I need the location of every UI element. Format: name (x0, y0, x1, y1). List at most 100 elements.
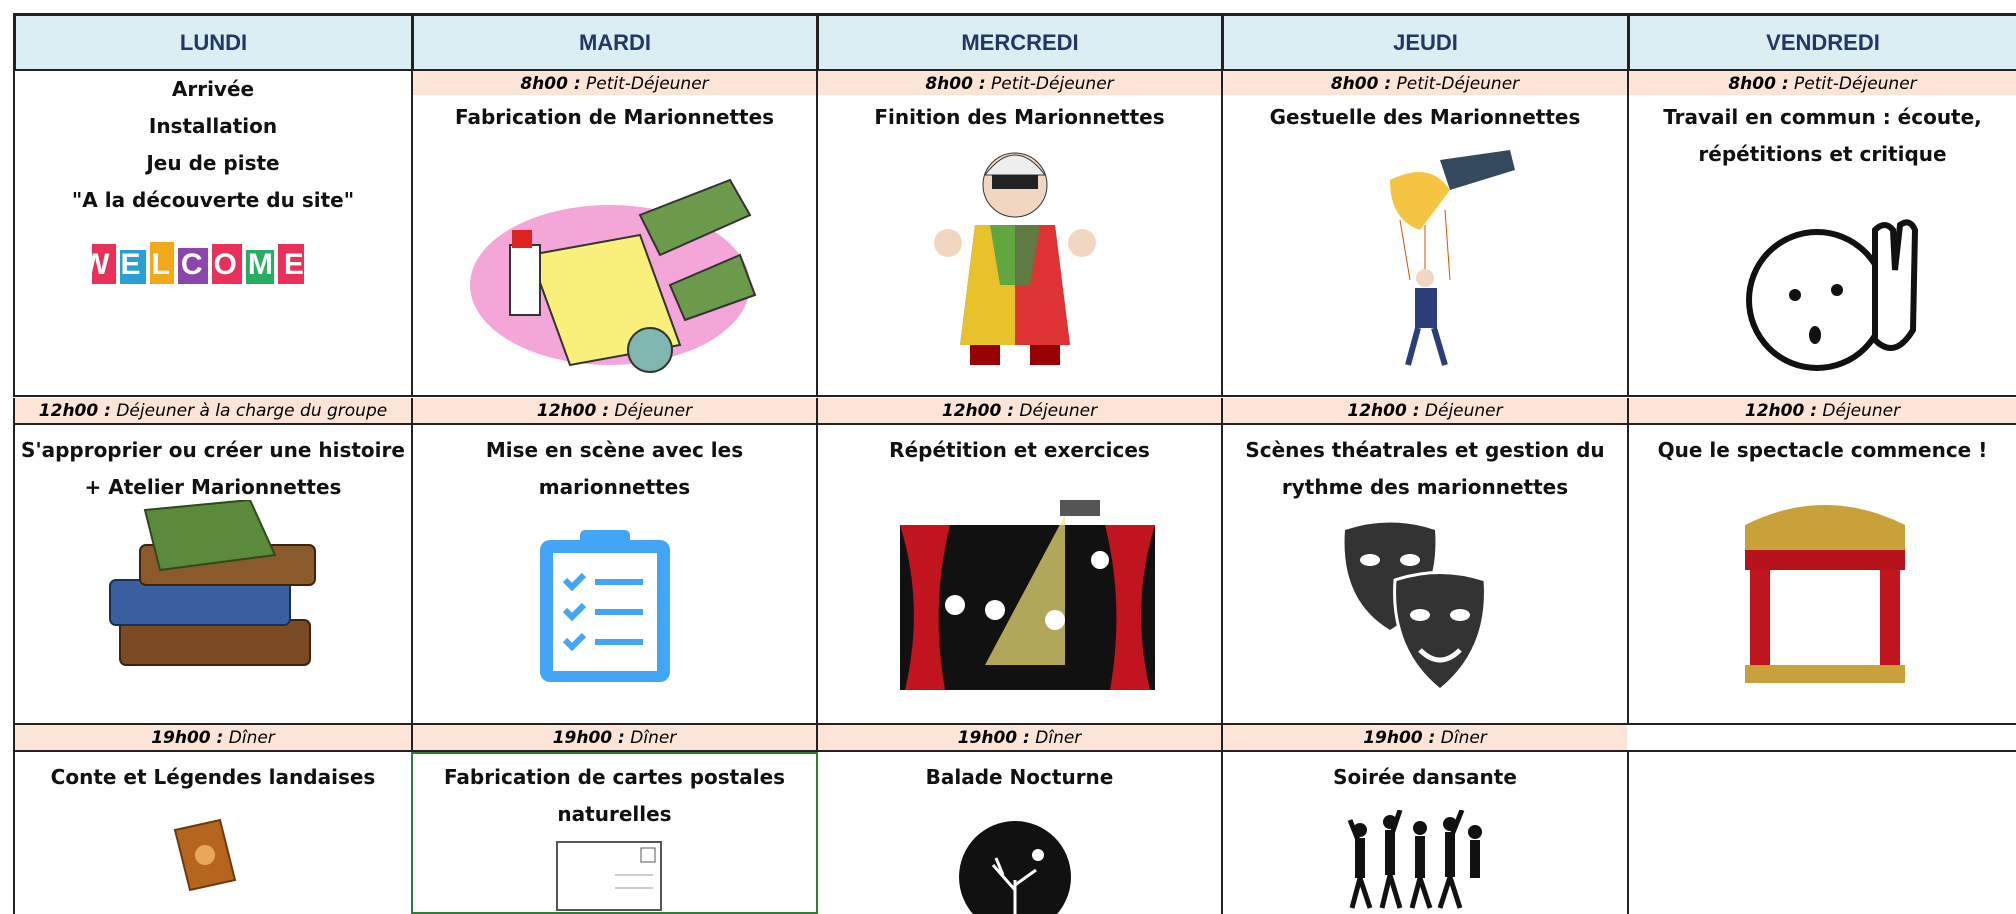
meal-time: 8h00 : (1728, 74, 1789, 94)
activity-line: S'approprier ou créer une histoire (21, 438, 405, 462)
evening-activity: Soirée dansante (1221, 751, 1627, 914)
meal-time: 8h00 : (520, 74, 581, 94)
evening-activity: Conte et Légendes landaises (13, 751, 411, 914)
activity-line: Travail en commun : écoute, (1663, 105, 1982, 129)
theater-icon (1745, 505, 1905, 683)
morning-activity: Finition des Marionnettes (816, 95, 1221, 396)
meal-time: 19h00 : (1363, 728, 1436, 748)
clipboard-icon (540, 530, 670, 682)
day-name: MARDI (578, 29, 652, 55)
activity-line: Finition des Marionnettes (874, 105, 1165, 129)
day-name: LUNDI (179, 29, 248, 55)
dinner-row: 19h00 : Dîner (816, 725, 1221, 751)
activity-line: Fabrication de cartes postales (443, 765, 786, 789)
day-header: VENDREDI (1627, 13, 2016, 71)
storybook-icon (173, 818, 237, 892)
activity-line: + Atelier Marionnettes (84, 475, 342, 499)
activity-line: marionnettes (538, 475, 691, 499)
day-header: LUNDI (13, 13, 411, 71)
meal-name: Petit-Déjeuner (586, 74, 709, 94)
dancers-icon (1347, 810, 1482, 909)
activity-line: Arrivée (171, 77, 255, 101)
meal-time: 19h00 : (552, 728, 625, 748)
puppet-icon (934, 152, 1096, 365)
lunch-row: 12h00 : Déjeuner à la charge du groupe (13, 398, 411, 424)
activity-line: Scènes théatrales et gestion du (1245, 438, 1605, 462)
breakfast-row: 8h00 : Petit-Déjeuner (816, 71, 1221, 95)
meal-time: 12h00 : (1744, 401, 1817, 421)
masks-icon (1344, 522, 1487, 692)
activity-line: Mise en scène avec les (485, 438, 744, 462)
morning-activity: Fabrication de Marionnettes (411, 95, 816, 396)
lunch-row: 12h00 : Déjeuner (816, 398, 1221, 424)
meal-name: Déjeuner à la charge du groupe (116, 401, 388, 421)
evening-activity: Fabrication de cartes postales naturelles (411, 751, 816, 914)
meal-name: Dîner (1035, 728, 1082, 748)
meal-time: 12h00 : (941, 401, 1014, 421)
crafts-icon (470, 178, 757, 373)
selected-cell[interactable] (411, 752, 818, 914)
activity-line: Installation (148, 114, 278, 138)
breakfast-row: 8h00 : Petit-Déjeuner (1221, 71, 1627, 95)
day-header: JEUDI (1221, 13, 1627, 71)
meal-name: Déjeuner (1822, 401, 1901, 421)
activity-line: naturelles (557, 802, 672, 826)
meal-name: Dîner (630, 728, 677, 748)
morning-activity: Arrivée Installation Jeu de piste "A la déc… (13, 71, 411, 396)
meal-time: 12h00 : (1347, 401, 1420, 421)
day-header: MARDI (411, 13, 816, 71)
lunch-row: 12h00 : Déjeuner (1221, 398, 1627, 424)
day-name: JEUDI (1393, 29, 1458, 55)
activity-line: Soirée dansante (1333, 765, 1517, 789)
activity-line: Balade Nocturne (925, 765, 1114, 789)
activity-line: rythme des marionnettes (1281, 475, 1569, 499)
meal-name: Petit-Déjeuner (991, 74, 1114, 94)
afternoon-activity: S'approprier ou créer une histoire + Atel… (13, 424, 411, 724)
activity-line: "A la découverte du site" (71, 188, 355, 212)
afternoon-activity: Mise en scène avec les marionnettes (411, 424, 816, 724)
welcome-icon: WELCOME (90, 242, 315, 284)
lunch-row: 12h00 : Déjeuner (411, 398, 816, 424)
activity-line: Jeu de piste (146, 151, 280, 175)
meal-name: Petit-Déjeuner (1794, 74, 1917, 94)
postcard-icon (556, 841, 662, 911)
meal-time: 12h00 : (536, 401, 609, 421)
afternoon-activity: Que le spectacle commence ! (1627, 424, 2016, 724)
breakfast-row: 8h00 : Petit-Déjeuner (411, 71, 816, 95)
puppeteer-icon (1390, 150, 1515, 366)
day-name: MERCREDI (961, 29, 1079, 55)
meal-name: Petit-Déjeuner (1396, 74, 1520, 94)
meal-name: Déjeuner (1424, 401, 1503, 421)
dinner-row: 19h00 : Dîner (1221, 725, 1627, 751)
afternoon-activity: Scènes théatrales et gestion du rythme de… (1221, 424, 1627, 724)
activity-line: Gestuelle des Marionnettes (1269, 105, 1581, 129)
listening-icon (1746, 219, 1919, 371)
meal-name: Dîner (228, 728, 275, 748)
activity-line: répétitions et critique (1698, 142, 1947, 166)
dinner-row: 19h00 : Dîner (411, 725, 816, 751)
meal-time: 19h00 : (151, 728, 224, 748)
activity-line: Répétition et exercices (889, 438, 1150, 462)
activity-line: Fabrication de Marionnettes (454, 105, 775, 129)
meal-time: 12h00 : (38, 401, 111, 421)
morning-activity: Travail en commun : écoute, répétitions e… (1627, 95, 2016, 396)
meal-name: Dîner (1440, 728, 1487, 748)
meal-time: 19h00 : (957, 728, 1030, 748)
evening-activity (1627, 751, 2016, 914)
day-name: VENDREDI (1766, 29, 1880, 55)
night-icon (959, 821, 1071, 914)
stage-icon (900, 500, 1155, 690)
meal-time: 8h00 : (1330, 74, 1392, 94)
lunch-row: 12h00 : Déjeuner (1627, 398, 2016, 424)
books-icon (109, 500, 316, 666)
dinner-row: 19h00 : Dîner (13, 725, 411, 751)
activity-line: Que le spectacle commence ! (1657, 438, 1988, 462)
morning-activity: Gestuelle des Marionnettes (1221, 95, 1627, 396)
activity-line: Conte et Légendes landaises (50, 765, 376, 789)
meal-time: 8h00 : (925, 74, 986, 94)
meal-name: Déjeuner (1019, 401, 1098, 421)
breakfast-row: 8h00 : Petit-Déjeuner (1627, 71, 2016, 95)
welcome-text: WELCOME (90, 248, 315, 281)
afternoon-activity: Répétition et exercices (816, 424, 1221, 724)
